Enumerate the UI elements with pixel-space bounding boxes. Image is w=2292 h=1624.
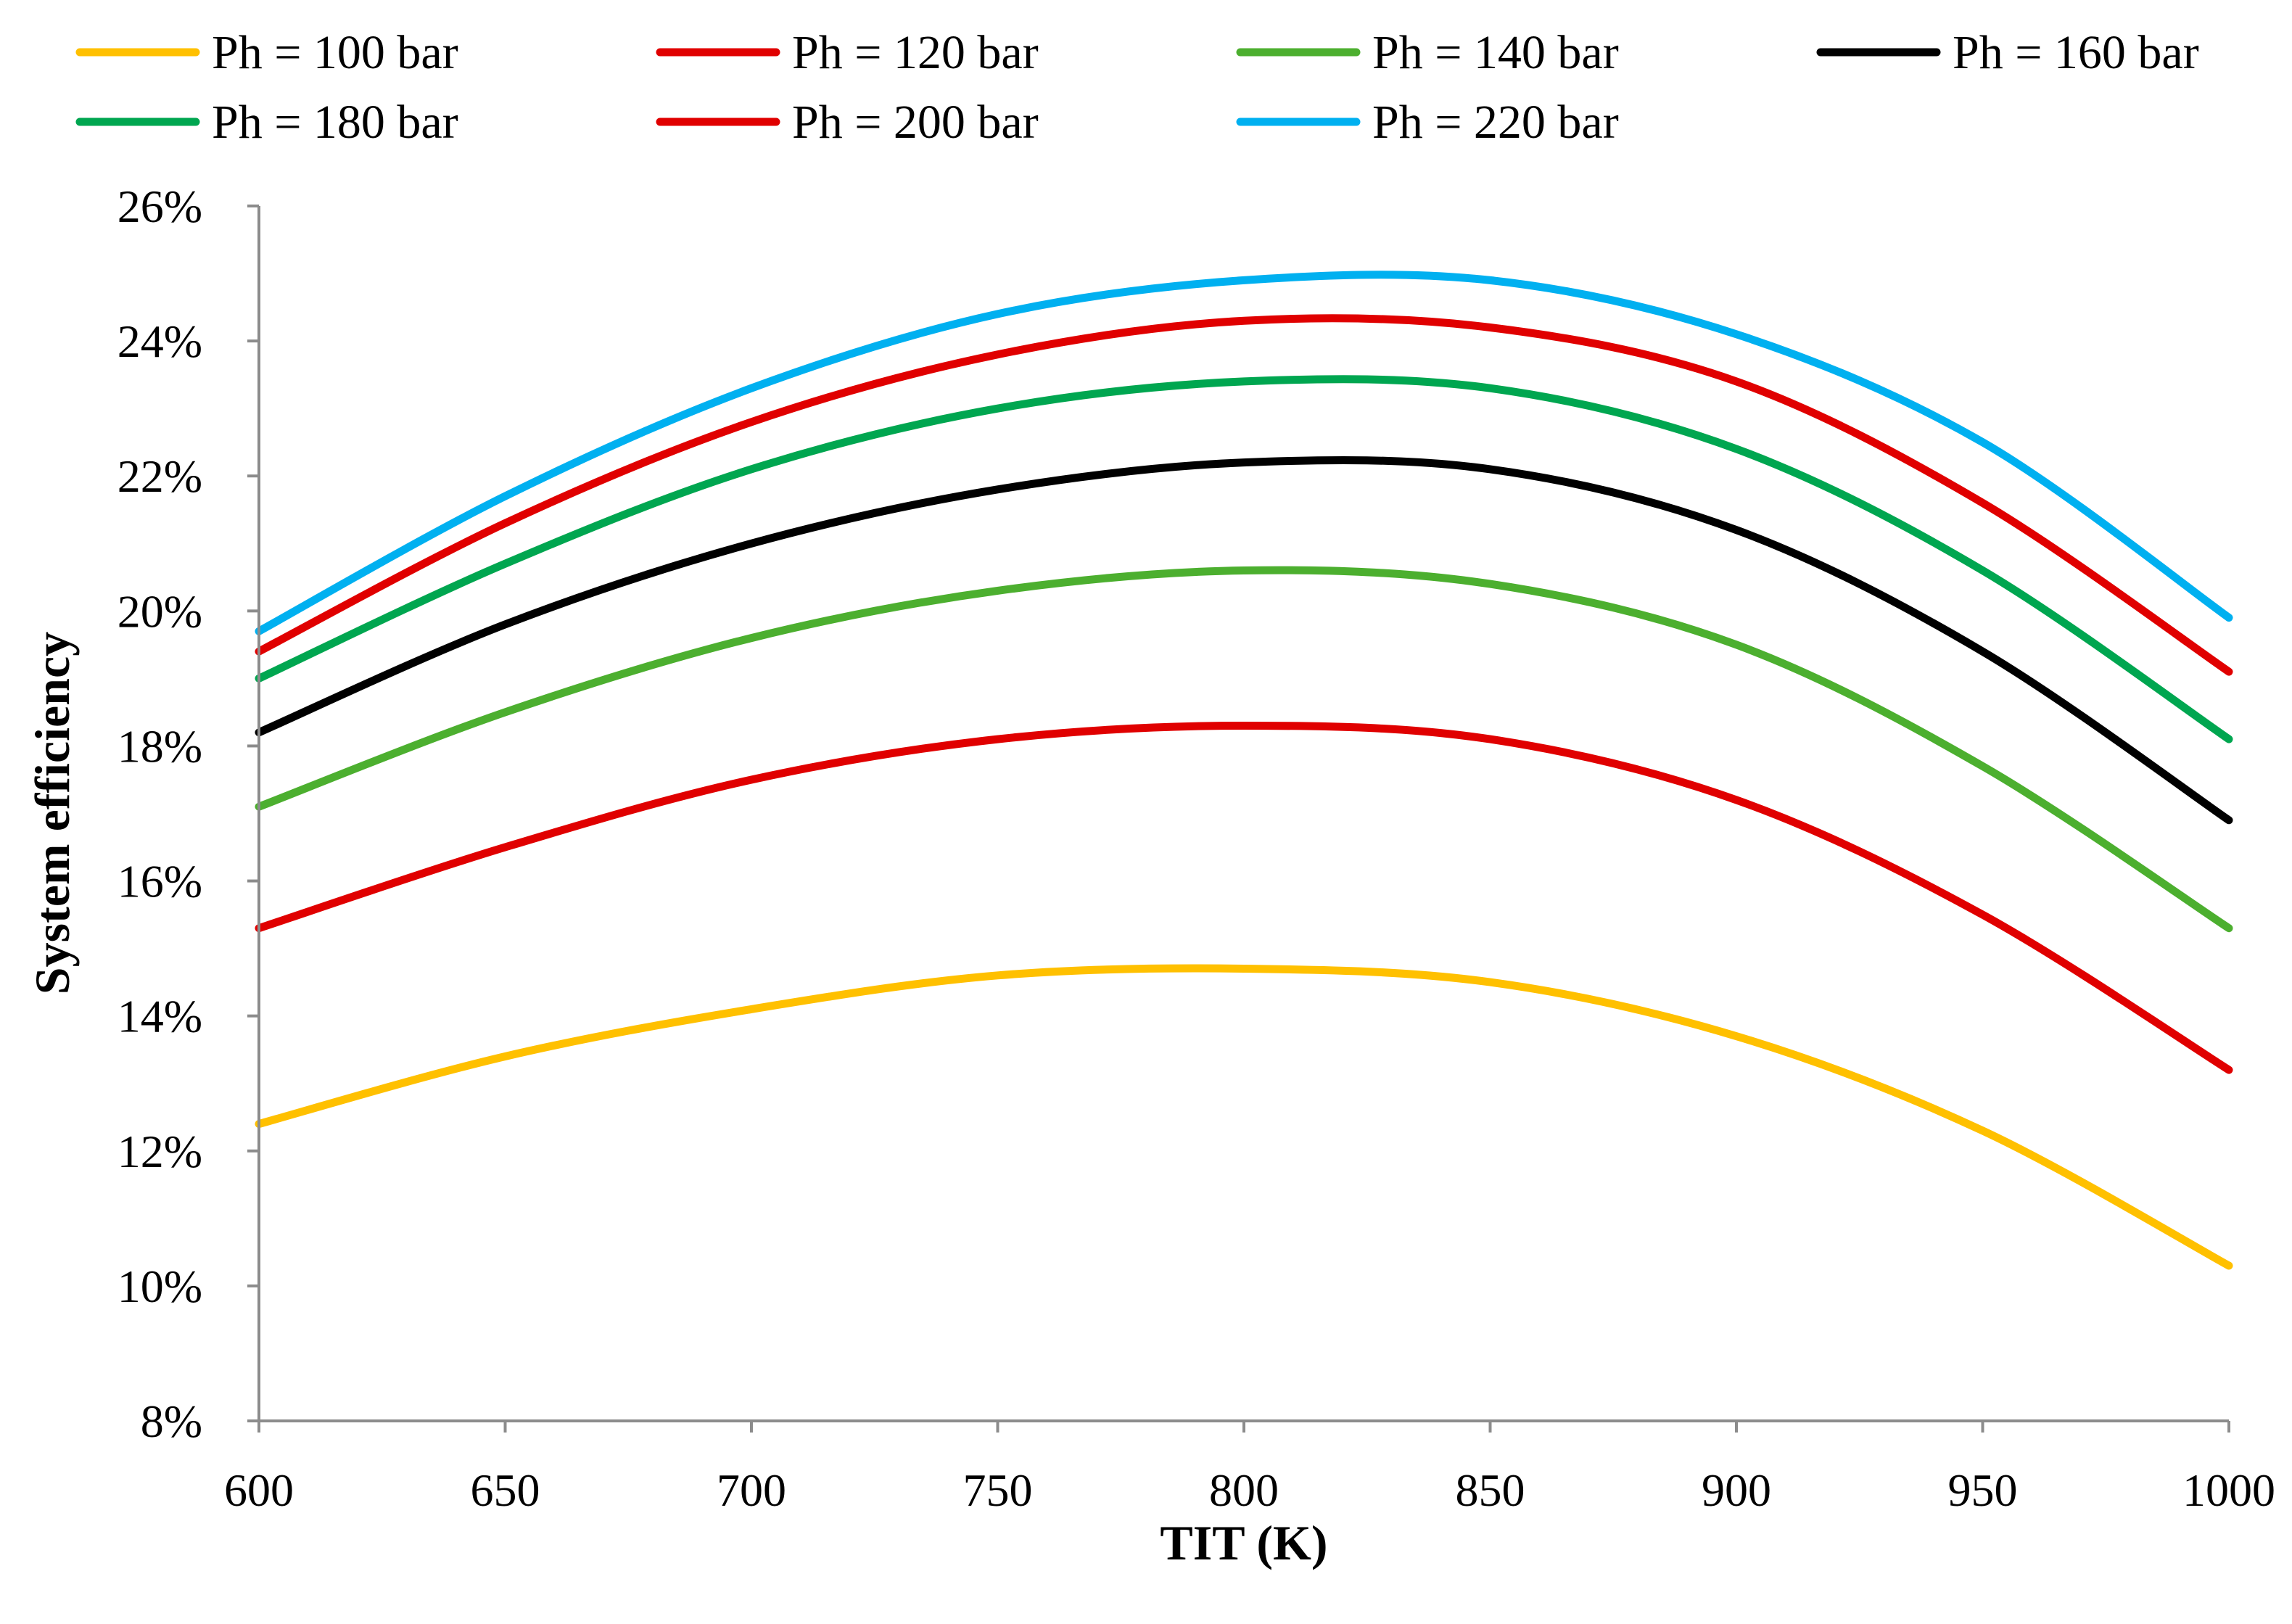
legend-label: Ph = 140 bar (1372, 26, 1619, 79)
y-axis-title: System efficiency (25, 632, 80, 994)
y-tick-label: 8% (141, 1396, 202, 1447)
x-tick-label: 950 (1948, 1464, 2018, 1516)
y-tick-label: 18% (118, 720, 202, 772)
y-tick-label: 20% (118, 585, 202, 637)
series-line-120-bar (255, 722, 2233, 1074)
x-tick-label: 800 (1209, 1464, 1279, 1516)
x-tick-label: 1000 (2182, 1464, 2275, 1516)
legend-label: Ph = 220 bar (1372, 96, 1619, 149)
series-line-100-bar (255, 964, 2233, 1270)
x-tick-label: 700 (717, 1464, 786, 1516)
y-tick-label: 26% (118, 181, 202, 232)
series-line-220-bar (255, 271, 2233, 635)
y-tick-label: 10% (118, 1261, 202, 1312)
y-tick-label: 24% (118, 316, 202, 367)
x-tick-label: 600 (224, 1464, 294, 1516)
series-line-140-bar (255, 566, 2233, 933)
y-tick-label: 12% (118, 1126, 202, 1177)
legend-entry: Ph = 120 bar (656, 26, 1039, 79)
legend-label: Ph = 120 bar (792, 26, 1039, 79)
series-line-160-bar (255, 456, 2233, 825)
x-tick-label: 850 (1456, 1464, 1525, 1516)
y-tick-label: 14% (118, 991, 202, 1042)
x-tick-labels: 600 650 700 750 800 850 900 950 1000 (224, 1464, 2275, 1516)
series-line-180-bar (255, 375, 2233, 743)
legend-label: Ph = 160 bar (1953, 26, 2199, 79)
legend-entry: Ph = 160 bar (1816, 26, 2199, 79)
legend-label: Ph = 180 bar (212, 96, 458, 149)
legend: Ph = 100 bar Ph = 120 bar Ph = 140 bar Ph =… (75, 26, 2199, 149)
y-tick-label: 22% (118, 450, 202, 502)
legend-entry: Ph = 220 bar (1236, 96, 1619, 149)
x-tick-label: 900 (1702, 1464, 1771, 1516)
legend-label: Ph = 100 bar (212, 26, 458, 79)
series-line-200-bar (255, 314, 2233, 676)
legend-entry: Ph = 100 bar (75, 26, 458, 79)
legend-entry: Ph = 200 bar (656, 96, 1039, 149)
x-tick-label: 750 (963, 1464, 1033, 1516)
series-layer (255, 271, 2233, 1270)
y-tick-labels: 8% 10% 12% 14% 16% 18% 20% 22% 24% 26% (118, 181, 202, 1447)
y-tick-label: 16% (118, 856, 202, 907)
legend-entry: Ph = 180 bar (75, 96, 458, 149)
legend-entry: Ph = 140 bar (1236, 26, 1619, 79)
x-axis-title: TIT (K) (1160, 1515, 1327, 1570)
x-tick-label: 650 (471, 1464, 540, 1516)
legend-label: Ph = 200 bar (792, 96, 1039, 149)
axes (247, 205, 2230, 1433)
